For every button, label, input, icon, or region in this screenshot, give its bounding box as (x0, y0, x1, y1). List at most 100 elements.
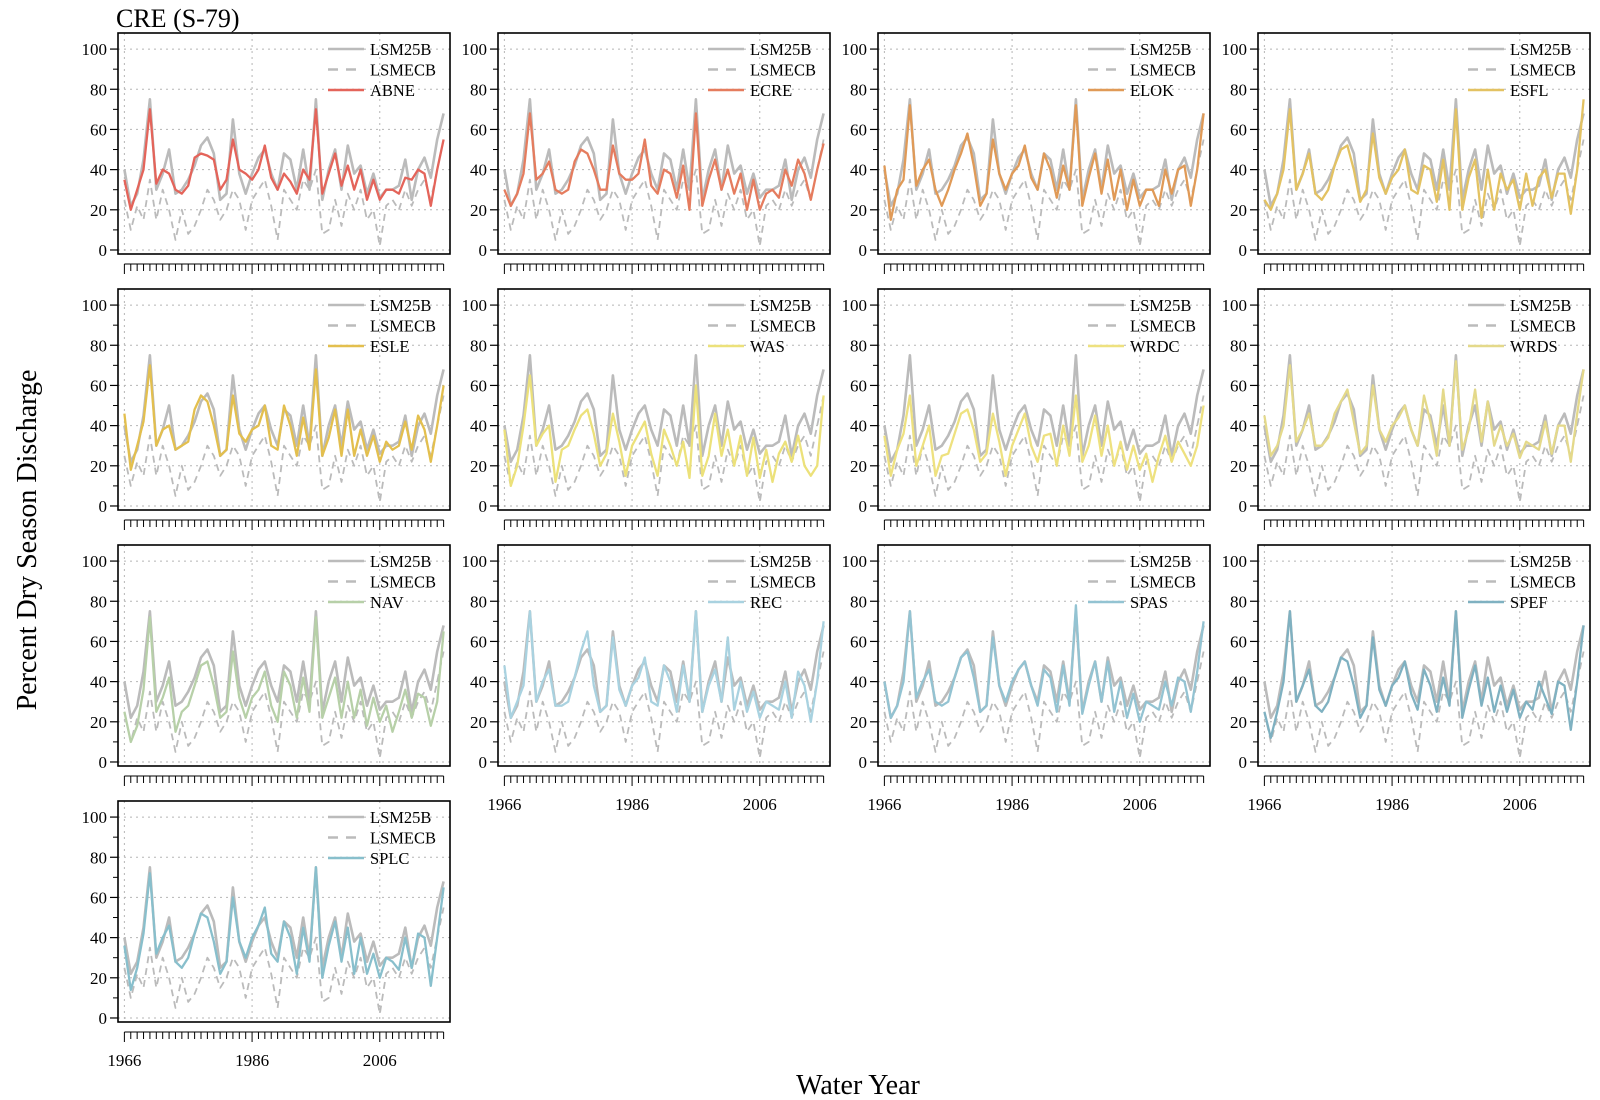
legend-lsmecb-label: LSMECB (370, 61, 436, 80)
y-tick-label: 40 (90, 673, 107, 692)
y-tick-label: 60 (90, 888, 107, 907)
y-tick-label: 20 (90, 457, 107, 476)
series-lsmecb (1263, 395, 1585, 503)
y-tick-label: 20 (1230, 201, 1247, 220)
y-tick-label: 40 (90, 417, 107, 436)
legend-lsm25b-label: LSM25B (1130, 40, 1191, 59)
y-tick-label: 40 (1230, 161, 1247, 180)
y-tick-label: 0 (479, 753, 488, 772)
y-tick-label: 40 (1230, 417, 1247, 436)
y-tick-label: 40 (470, 673, 487, 692)
y-tick-label: 40 (850, 417, 867, 436)
legend-wrds-label: WRDS (1510, 337, 1558, 356)
legend-lsm25b-label: LSM25B (370, 808, 431, 827)
y-tick-label: 20 (470, 201, 487, 220)
y-tick-label: 20 (90, 713, 107, 732)
legend-elok-label: ELOK (1130, 81, 1174, 100)
legend-spef-label: SPEF (1510, 593, 1548, 612)
legend-lsm25b-label: LSM25B (370, 40, 431, 59)
series-lsm25b (123, 609, 445, 720)
panel-frame (877, 544, 1211, 767)
y-tick-label: 0 (859, 241, 868, 260)
series-splc (123, 866, 445, 992)
y-tick-label: 20 (850, 457, 867, 476)
y-tick-label: 100 (82, 40, 108, 59)
legend-lsmecb-label: LSMECB (750, 317, 816, 336)
series-esle (123, 364, 445, 471)
y-tick-label: 0 (99, 1009, 108, 1028)
y-tick-label: 20 (850, 201, 867, 220)
legend-lsmecb-label: LSMECB (370, 573, 436, 592)
y-tick-label: 80 (90, 848, 107, 867)
panel-frame (877, 32, 1211, 255)
y-tick-label: 100 (82, 296, 108, 315)
legend-lsm25b-label: LSM25B (1130, 296, 1191, 315)
legend-lsmecb-label: LSMECB (750, 573, 816, 592)
panel-frame (877, 288, 1211, 511)
y-tick-label: 80 (470, 592, 487, 611)
panel-frame (117, 288, 451, 511)
x-axis-title: Water Year (796, 1070, 920, 1100)
panel-frame (497, 32, 831, 255)
y-tick-label: 20 (470, 713, 487, 732)
y-tick-label: 0 (1239, 753, 1248, 772)
legend-lsmecb-label: LSMECB (1130, 573, 1196, 592)
legend-lsmecb-label: LSMECB (1510, 61, 1576, 80)
series-lsmecb (1263, 651, 1585, 759)
y-tick-label: 100 (462, 40, 488, 59)
panel-frame (117, 544, 451, 767)
series-wrdc (883, 394, 1205, 484)
y-tick-label: 80 (90, 336, 107, 355)
series-wrds (1263, 360, 1585, 463)
legend-ecre-label: ECRE (750, 81, 792, 100)
y-tick-label: 20 (90, 201, 107, 220)
x-tick-label: 1986 (615, 795, 649, 814)
legend-lsmecb-label: LSMECB (370, 317, 436, 336)
legend-esle-label: ESLE (370, 337, 409, 356)
series-rec (503, 610, 825, 723)
y-tick-label: 40 (470, 417, 487, 436)
legend-esfl-label: ESFL (1510, 81, 1549, 100)
series-nav (123, 616, 445, 744)
legend-lsm25b-label: LSM25B (1130, 552, 1191, 571)
y-tick-label: 80 (850, 592, 867, 611)
x-tick-label: 1986 (235, 1051, 269, 1070)
y-axis-title: Percent Dry Season Discharge (12, 370, 43, 711)
series-lsmecb (503, 395, 825, 503)
y-tick-label: 20 (470, 457, 487, 476)
series-lsmecb (503, 651, 825, 759)
x-tick-label: 2006 (743, 795, 777, 814)
y-tick-label: 60 (1230, 376, 1247, 395)
panel-frame (1257, 544, 1591, 767)
y-tick-label: 60 (90, 632, 107, 651)
y-tick-label: 80 (1230, 80, 1247, 99)
y-tick-label: 0 (479, 241, 488, 260)
y-tick-label: 60 (470, 376, 487, 395)
series-lsmecb (883, 139, 1205, 247)
series-lsm25b (503, 353, 825, 464)
panel-frame (1257, 288, 1591, 511)
legend-lsm25b-label: LSM25B (750, 552, 811, 571)
y-tick-label: 80 (90, 80, 107, 99)
series-esfl (1263, 99, 1585, 219)
series-lsmecb (123, 395, 445, 503)
series-lsmecb (123, 139, 445, 247)
y-tick-label: 60 (90, 120, 107, 139)
series-was (503, 374, 825, 488)
y-tick-label: 80 (90, 592, 107, 611)
y-tick-label: 100 (1222, 552, 1248, 571)
figure-title: CRE (S-79) (116, 4, 240, 33)
y-tick-label: 80 (1230, 336, 1247, 355)
y-tick-label: 40 (90, 161, 107, 180)
series-abne (123, 108, 445, 211)
